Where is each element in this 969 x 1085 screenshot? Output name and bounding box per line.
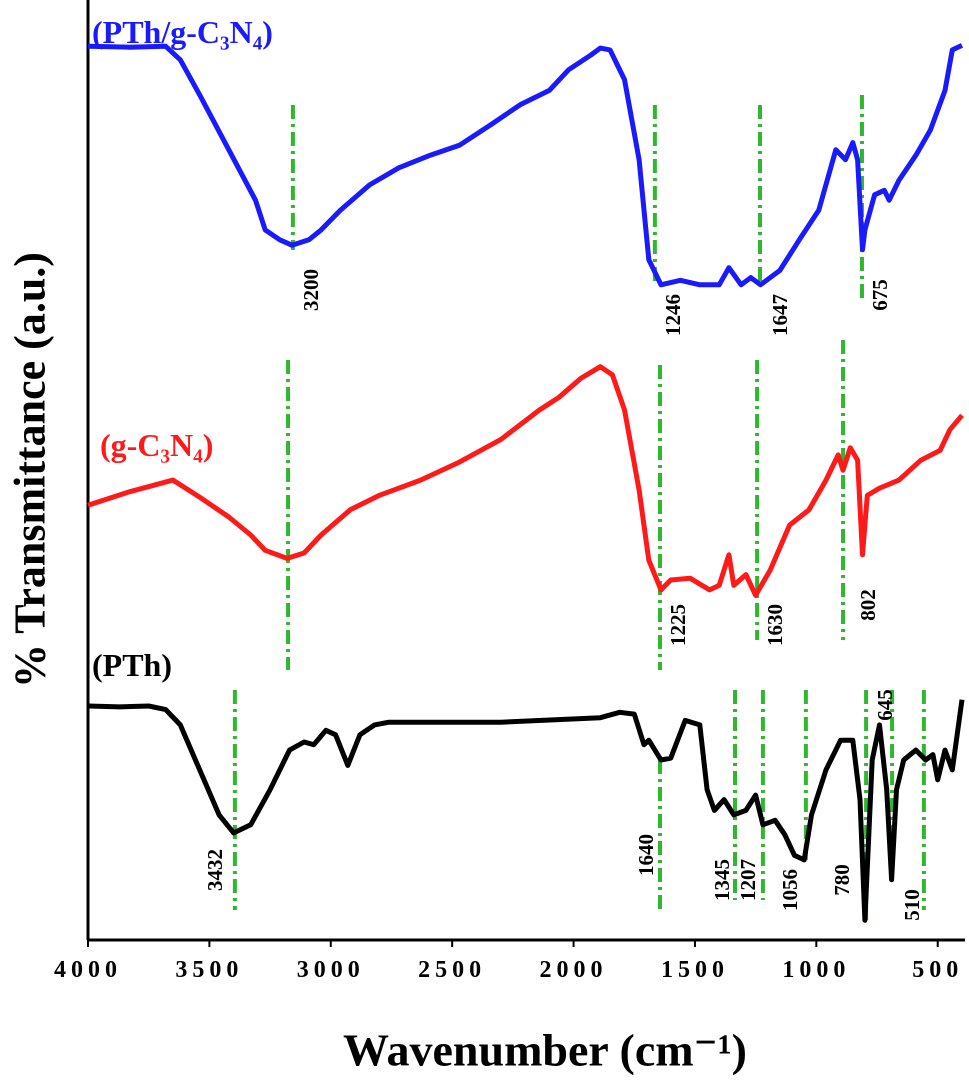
x-axis-title: Wavenumber (cm⁻¹) — [343, 1025, 747, 1076]
annotation-label: 675 — [868, 279, 892, 311]
annotation-label: 510 — [900, 889, 924, 921]
spectrum-line — [87, 43, 964, 288]
x-tick-label: 1000 — [782, 957, 850, 983]
x-tick-label: 2000 — [540, 957, 608, 983]
annotation-label: 802 — [856, 589, 880, 621]
annotation-label: 1640 — [634, 834, 658, 876]
spectrum-line — [87, 364, 964, 598]
annotation-label: 645 — [873, 689, 897, 721]
x-tick-label: 4000 — [54, 957, 122, 983]
annotation-label: 3200 — [299, 269, 323, 311]
annotation-label: 1630 — [763, 604, 787, 646]
x-tick-label: 500 — [912, 957, 963, 983]
y-axis-title: % Transmittance (a.u.) — [6, 252, 55, 688]
x-tick-label: 3500 — [175, 957, 243, 983]
annotation-label: 1647 — [768, 294, 792, 336]
annotation-label: 1345 — [710, 859, 734, 901]
series-label: (PTh) — [92, 647, 172, 683]
x-tick-label: 3000 — [297, 957, 365, 983]
annotation-label: 1225 — [666, 604, 690, 646]
spectrum-line — [87, 699, 965, 923]
annotation-label: 3432 — [203, 849, 227, 891]
x-tick-label: 1500 — [661, 957, 729, 983]
annotation-label: 1056 — [778, 869, 802, 911]
annotation-label: 1246 — [661, 294, 685, 336]
series-label: (g-C₃N₄) — [100, 427, 213, 463]
annotation-label: 780 — [830, 864, 854, 896]
annotation-label: 1207 — [736, 859, 760, 901]
series-label: (PTh/g-C₃N₄) — [92, 14, 273, 50]
x-tick-label: 2500 — [418, 957, 486, 983]
